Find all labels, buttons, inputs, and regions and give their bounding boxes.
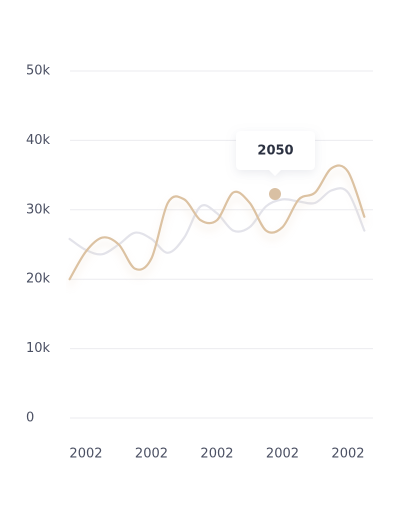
series-line [68, 164, 366, 281]
tooltip-box [236, 131, 315, 176]
tooltip-dot [269, 188, 281, 200]
y-tick-label: 0 [26, 411, 34, 426]
x-tick-label: 2002 [200, 447, 233, 462]
y-tick-label: 30k [26, 202, 51, 217]
tooltip-label: 2050 [257, 144, 293, 159]
y-tick-label: 50k [26, 64, 51, 79]
grid [70, 70, 373, 419]
y-tick-label: 20k [26, 272, 51, 287]
x-tick-label: 2002 [69, 447, 102, 462]
labels: 0 10k 20k 30k 40k 50k 2002 2002 2002 2002 2002 [26, 64, 365, 462]
y-tick-label: 40k [26, 133, 51, 148]
tooltip: 2050 [236, 131, 315, 200]
y-tick-label: 10k [26, 341, 51, 356]
lines [68, 164, 366, 281]
x-tick-label: 2002 [135, 447, 168, 462]
x-tick-label: 2002 [266, 447, 299, 462]
x-tick-label: 2002 [331, 447, 364, 462]
